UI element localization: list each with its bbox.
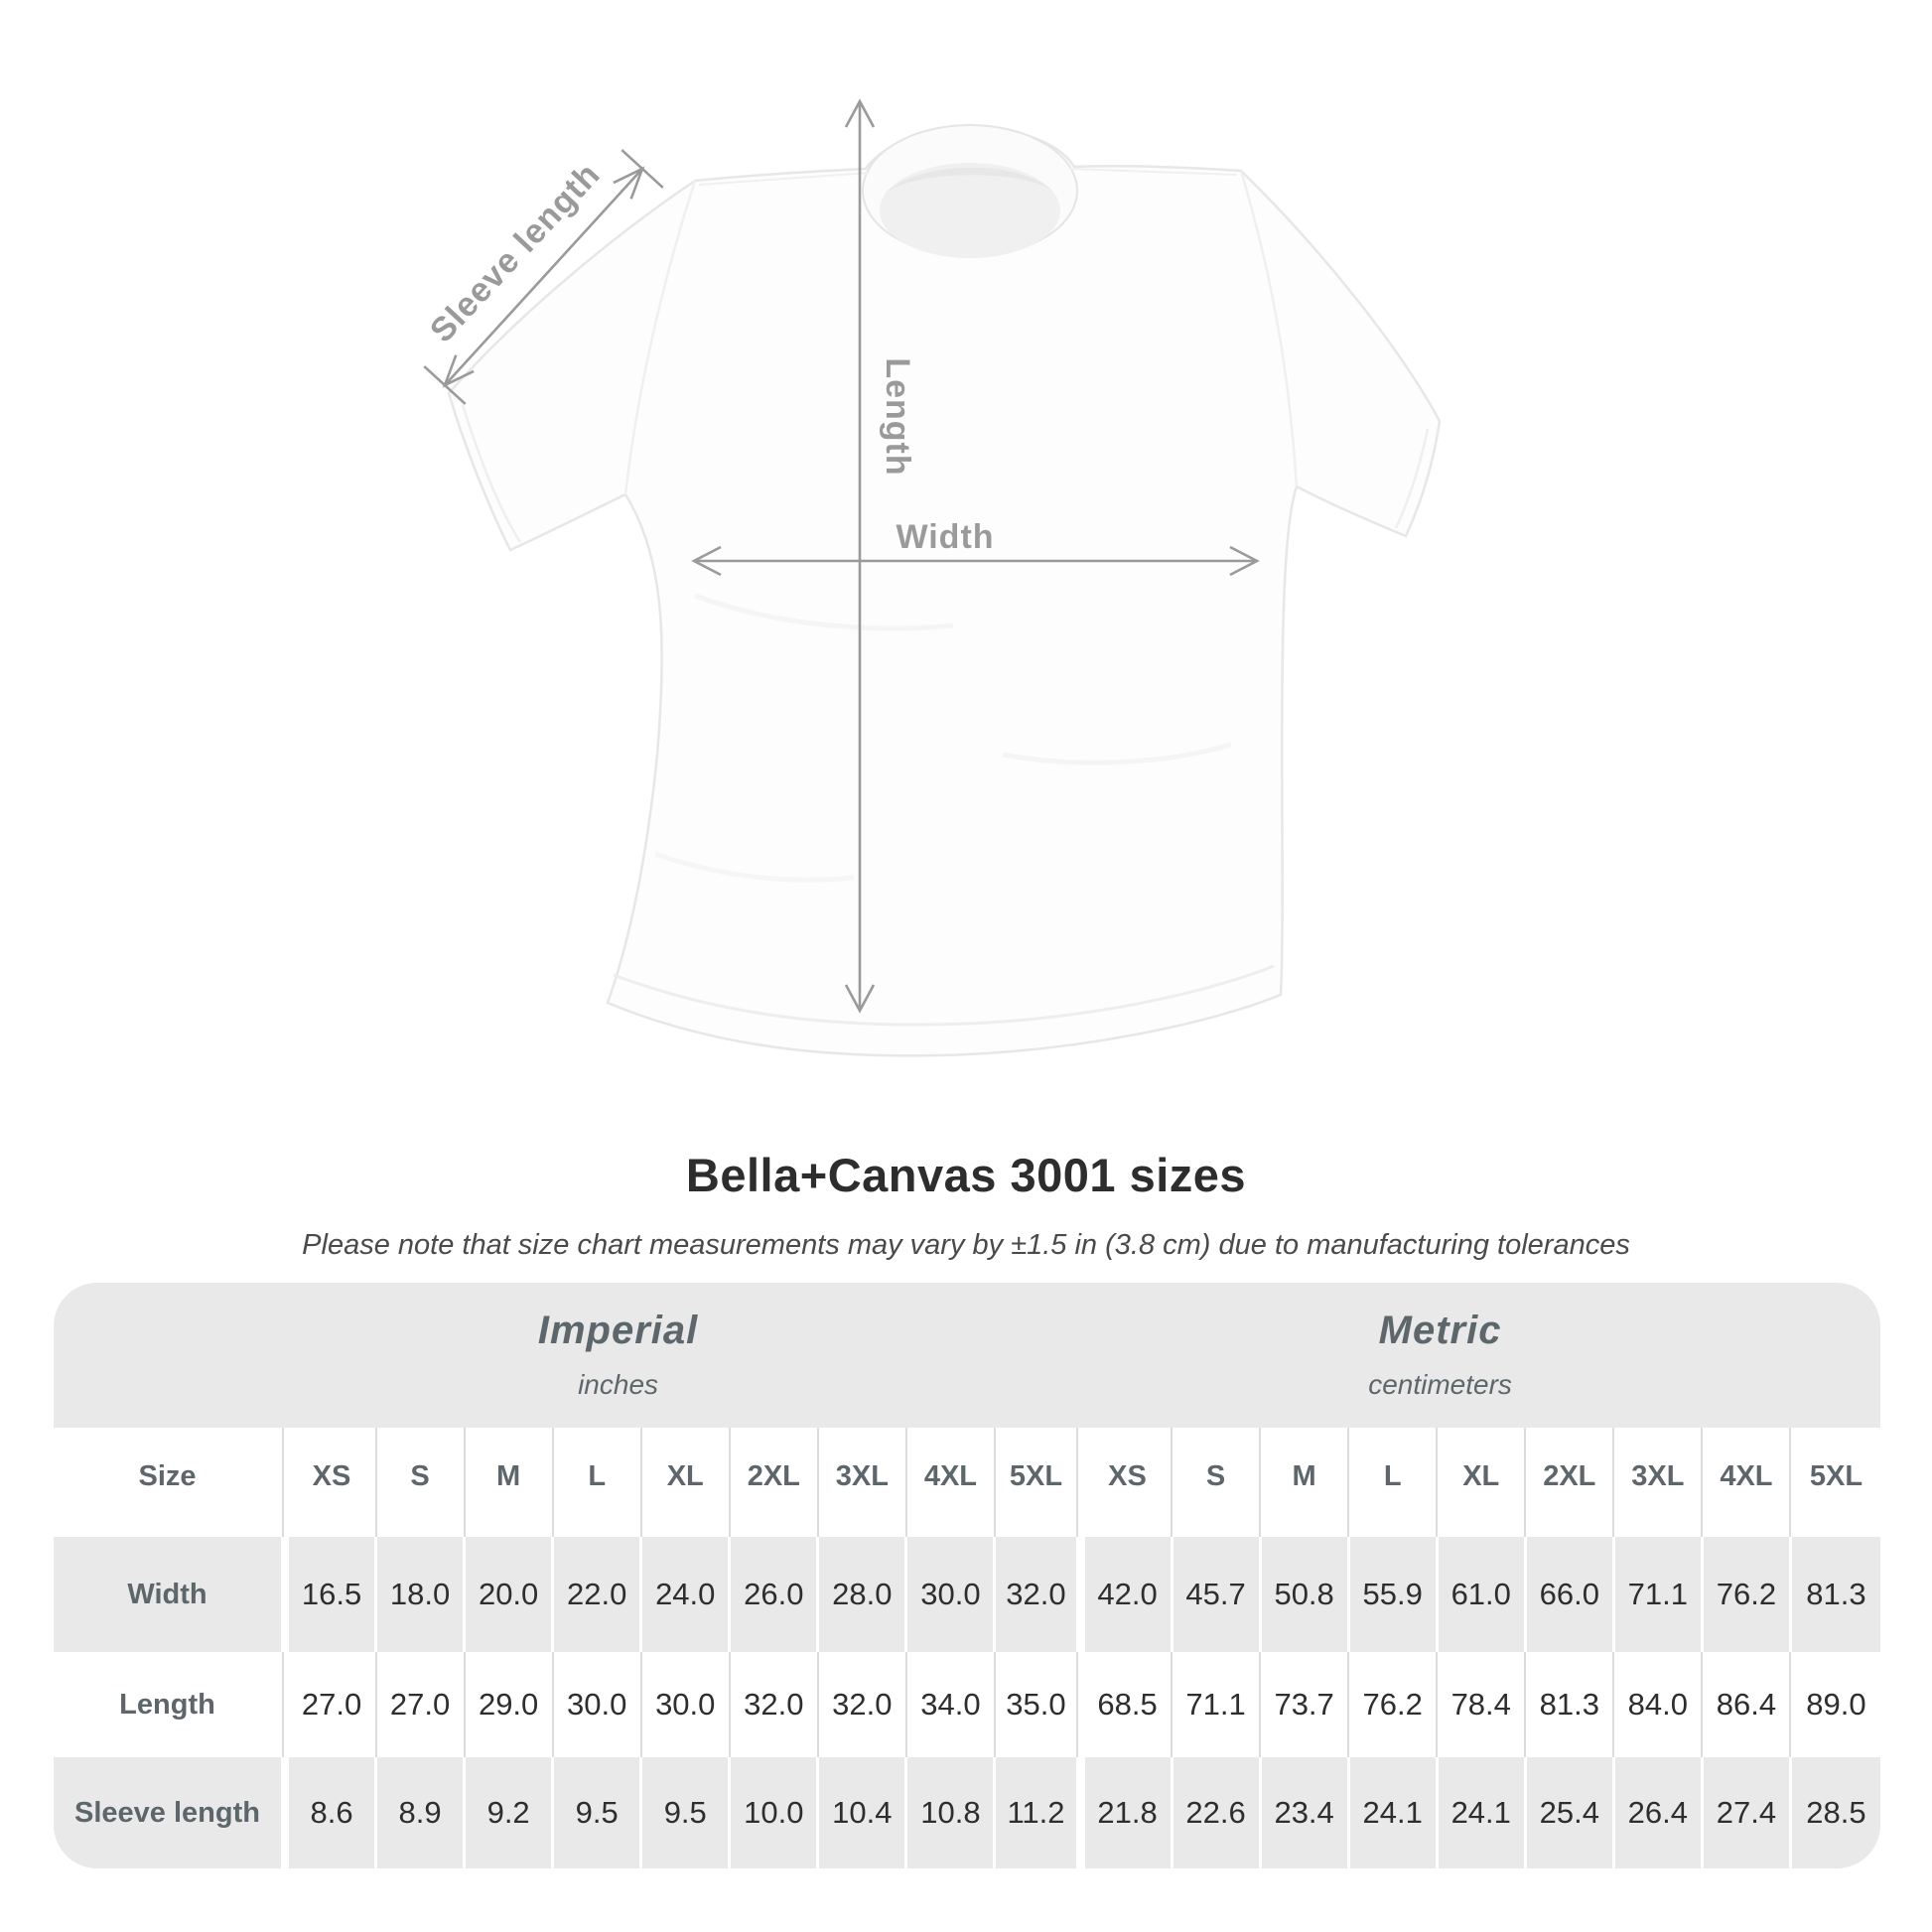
cell: 28.5 — [1791, 1757, 1880, 1868]
metric-label: Metric — [1378, 1309, 1502, 1352]
cell: 27.4 — [1703, 1757, 1792, 1868]
metric-unit: centimeters — [1368, 1369, 1512, 1400]
imperial-unit: inches — [578, 1369, 659, 1400]
cell: 30.0 — [907, 1537, 997, 1652]
cell: 42.0 — [1084, 1537, 1173, 1652]
size-header-cell: 4XL — [1704, 1428, 1792, 1537]
cell: 84.0 — [1615, 1652, 1704, 1757]
cell: 26.4 — [1614, 1757, 1704, 1868]
size-header-cell: S — [1173, 1428, 1262, 1537]
cell: 11.2 — [996, 1757, 1085, 1868]
cell: 18.0 — [377, 1537, 467, 1652]
cell: 55.9 — [1349, 1537, 1439, 1652]
size-header-cell: S — [377, 1428, 467, 1537]
cell: 32.0 — [819, 1652, 908, 1757]
cell: 89.0 — [1806, 1687, 1866, 1722]
length-label: Length — [879, 357, 916, 476]
size-column-header: Size — [54, 1428, 289, 1537]
page-title: Bella+Canvas 3001 sizes — [685, 1149, 1247, 1201]
cell: 24.0 — [642, 1537, 732, 1652]
tshirt-image — [447, 124, 1442, 1057]
size-header-cell: L — [1350, 1428, 1439, 1537]
tshirt-measurement-diagram: Sleeve length Length Width — [423, 98, 1442, 1057]
cell: 23.4 — [1261, 1757, 1350, 1868]
size-header-cell: 5XL — [996, 1428, 1085, 1537]
imperial-group-header: Imperial inches — [54, 1309, 1182, 1401]
cell: 66.0 — [1526, 1537, 1615, 1652]
size-header-cell: L — [554, 1428, 643, 1537]
cell: 81.3 — [1791, 1537, 1880, 1652]
table-row-width: Width 16.5 18.0 20.0 22.0 24.0 26.0 28.0… — [54, 1537, 1880, 1652]
cell: 76.2 — [1703, 1537, 1792, 1652]
cell: 81.3 — [1527, 1652, 1615, 1757]
imperial-label: Imperial — [537, 1309, 699, 1352]
cell: 27.0 — [377, 1652, 467, 1757]
size-header-cell: XS — [1085, 1428, 1173, 1537]
cell: 45.7 — [1173, 1537, 1262, 1652]
size-header-cell: XS — [289, 1428, 378, 1537]
cell: 8.9 — [377, 1757, 467, 1868]
cell: 28.0 — [819, 1537, 908, 1652]
cell: 50.8 — [1261, 1537, 1350, 1652]
size-header-cell: 3XL — [1615, 1428, 1704, 1537]
row-label: Width — [54, 1537, 289, 1652]
cell: 8.6 — [289, 1757, 378, 1868]
cell: 71.1 — [1173, 1652, 1262, 1757]
cell: 16.5 — [289, 1537, 378, 1652]
cell: 76.2 — [1350, 1652, 1439, 1757]
cell: 32.0 — [731, 1652, 820, 1757]
size-header-cell: XL — [1439, 1428, 1527, 1537]
size-header-cell: 5XL — [1809, 1459, 1863, 1492]
size-header-cell: 3XL — [819, 1428, 908, 1537]
cell: 9.5 — [642, 1757, 732, 1868]
cell: 32.0 — [996, 1537, 1085, 1652]
cell: 10.0 — [731, 1757, 820, 1868]
cell: 86.4 — [1704, 1652, 1792, 1757]
row-label: Sleeve length — [54, 1757, 289, 1868]
sleeve-length-arrow — [423, 149, 664, 405]
length-arrow — [844, 98, 876, 1014]
size-header-cell: 4XL — [907, 1428, 997, 1537]
cell: 10.8 — [907, 1757, 997, 1868]
cell: 25.4 — [1526, 1757, 1615, 1868]
cell: 24.1 — [1438, 1757, 1527, 1868]
cell: 22.6 — [1173, 1757, 1262, 1868]
cell: 68.5 — [1085, 1652, 1173, 1757]
size-header-cell: M — [466, 1428, 555, 1537]
size-table: Imperial inches Metric centimeters Size … — [54, 1283, 1880, 1868]
size-header-cell: M — [1262, 1428, 1350, 1537]
cell: 34.0 — [907, 1652, 997, 1757]
cell: 22.0 — [554, 1537, 643, 1652]
cell: 9.5 — [554, 1757, 643, 1868]
cell: 71.1 — [1614, 1537, 1704, 1652]
tolerance-note: Please note that size chart measurements… — [302, 1229, 1630, 1261]
cell: 78.4 — [1439, 1652, 1527, 1757]
cell: 20.0 — [466, 1537, 555, 1652]
cell: 21.8 — [1084, 1757, 1173, 1868]
table-row-sleeve-length: Sleeve length 8.6 8.9 9.2 9.5 9.5 10.0 1… — [54, 1757, 1880, 1868]
cell: 29.0 — [466, 1652, 555, 1757]
cell: 35.0 — [996, 1652, 1085, 1757]
size-header-cell: 2XL — [1527, 1428, 1615, 1537]
cell: 24.1 — [1349, 1757, 1439, 1868]
metric-group-header: Metric centimeters — [1000, 1309, 1880, 1401]
cell: 61.0 — [1438, 1537, 1527, 1652]
unit-group-header: Imperial inches Metric centimeters — [54, 1283, 1880, 1428]
size-header-cell: 2XL — [731, 1428, 820, 1537]
table-row-sizes: Size XS S M L XL 2XL 3XL 4XL 5XL XS S M … — [54, 1428, 1880, 1537]
size-header-cell: XL — [642, 1428, 732, 1537]
width-label: Width — [896, 518, 994, 556]
cell: 30.0 — [642, 1652, 732, 1757]
row-label: Length — [54, 1652, 289, 1757]
width-arrow — [691, 545, 1260, 577]
cell: 73.7 — [1262, 1652, 1350, 1757]
cell: 30.0 — [554, 1652, 643, 1757]
table-row-length: Length 27.0 27.0 29.0 30.0 30.0 32.0 32.… — [54, 1652, 1880, 1757]
cell: 26.0 — [731, 1537, 820, 1652]
cell: 9.2 — [466, 1757, 555, 1868]
cell: 10.4 — [819, 1757, 908, 1868]
cell: 27.0 — [289, 1652, 378, 1757]
